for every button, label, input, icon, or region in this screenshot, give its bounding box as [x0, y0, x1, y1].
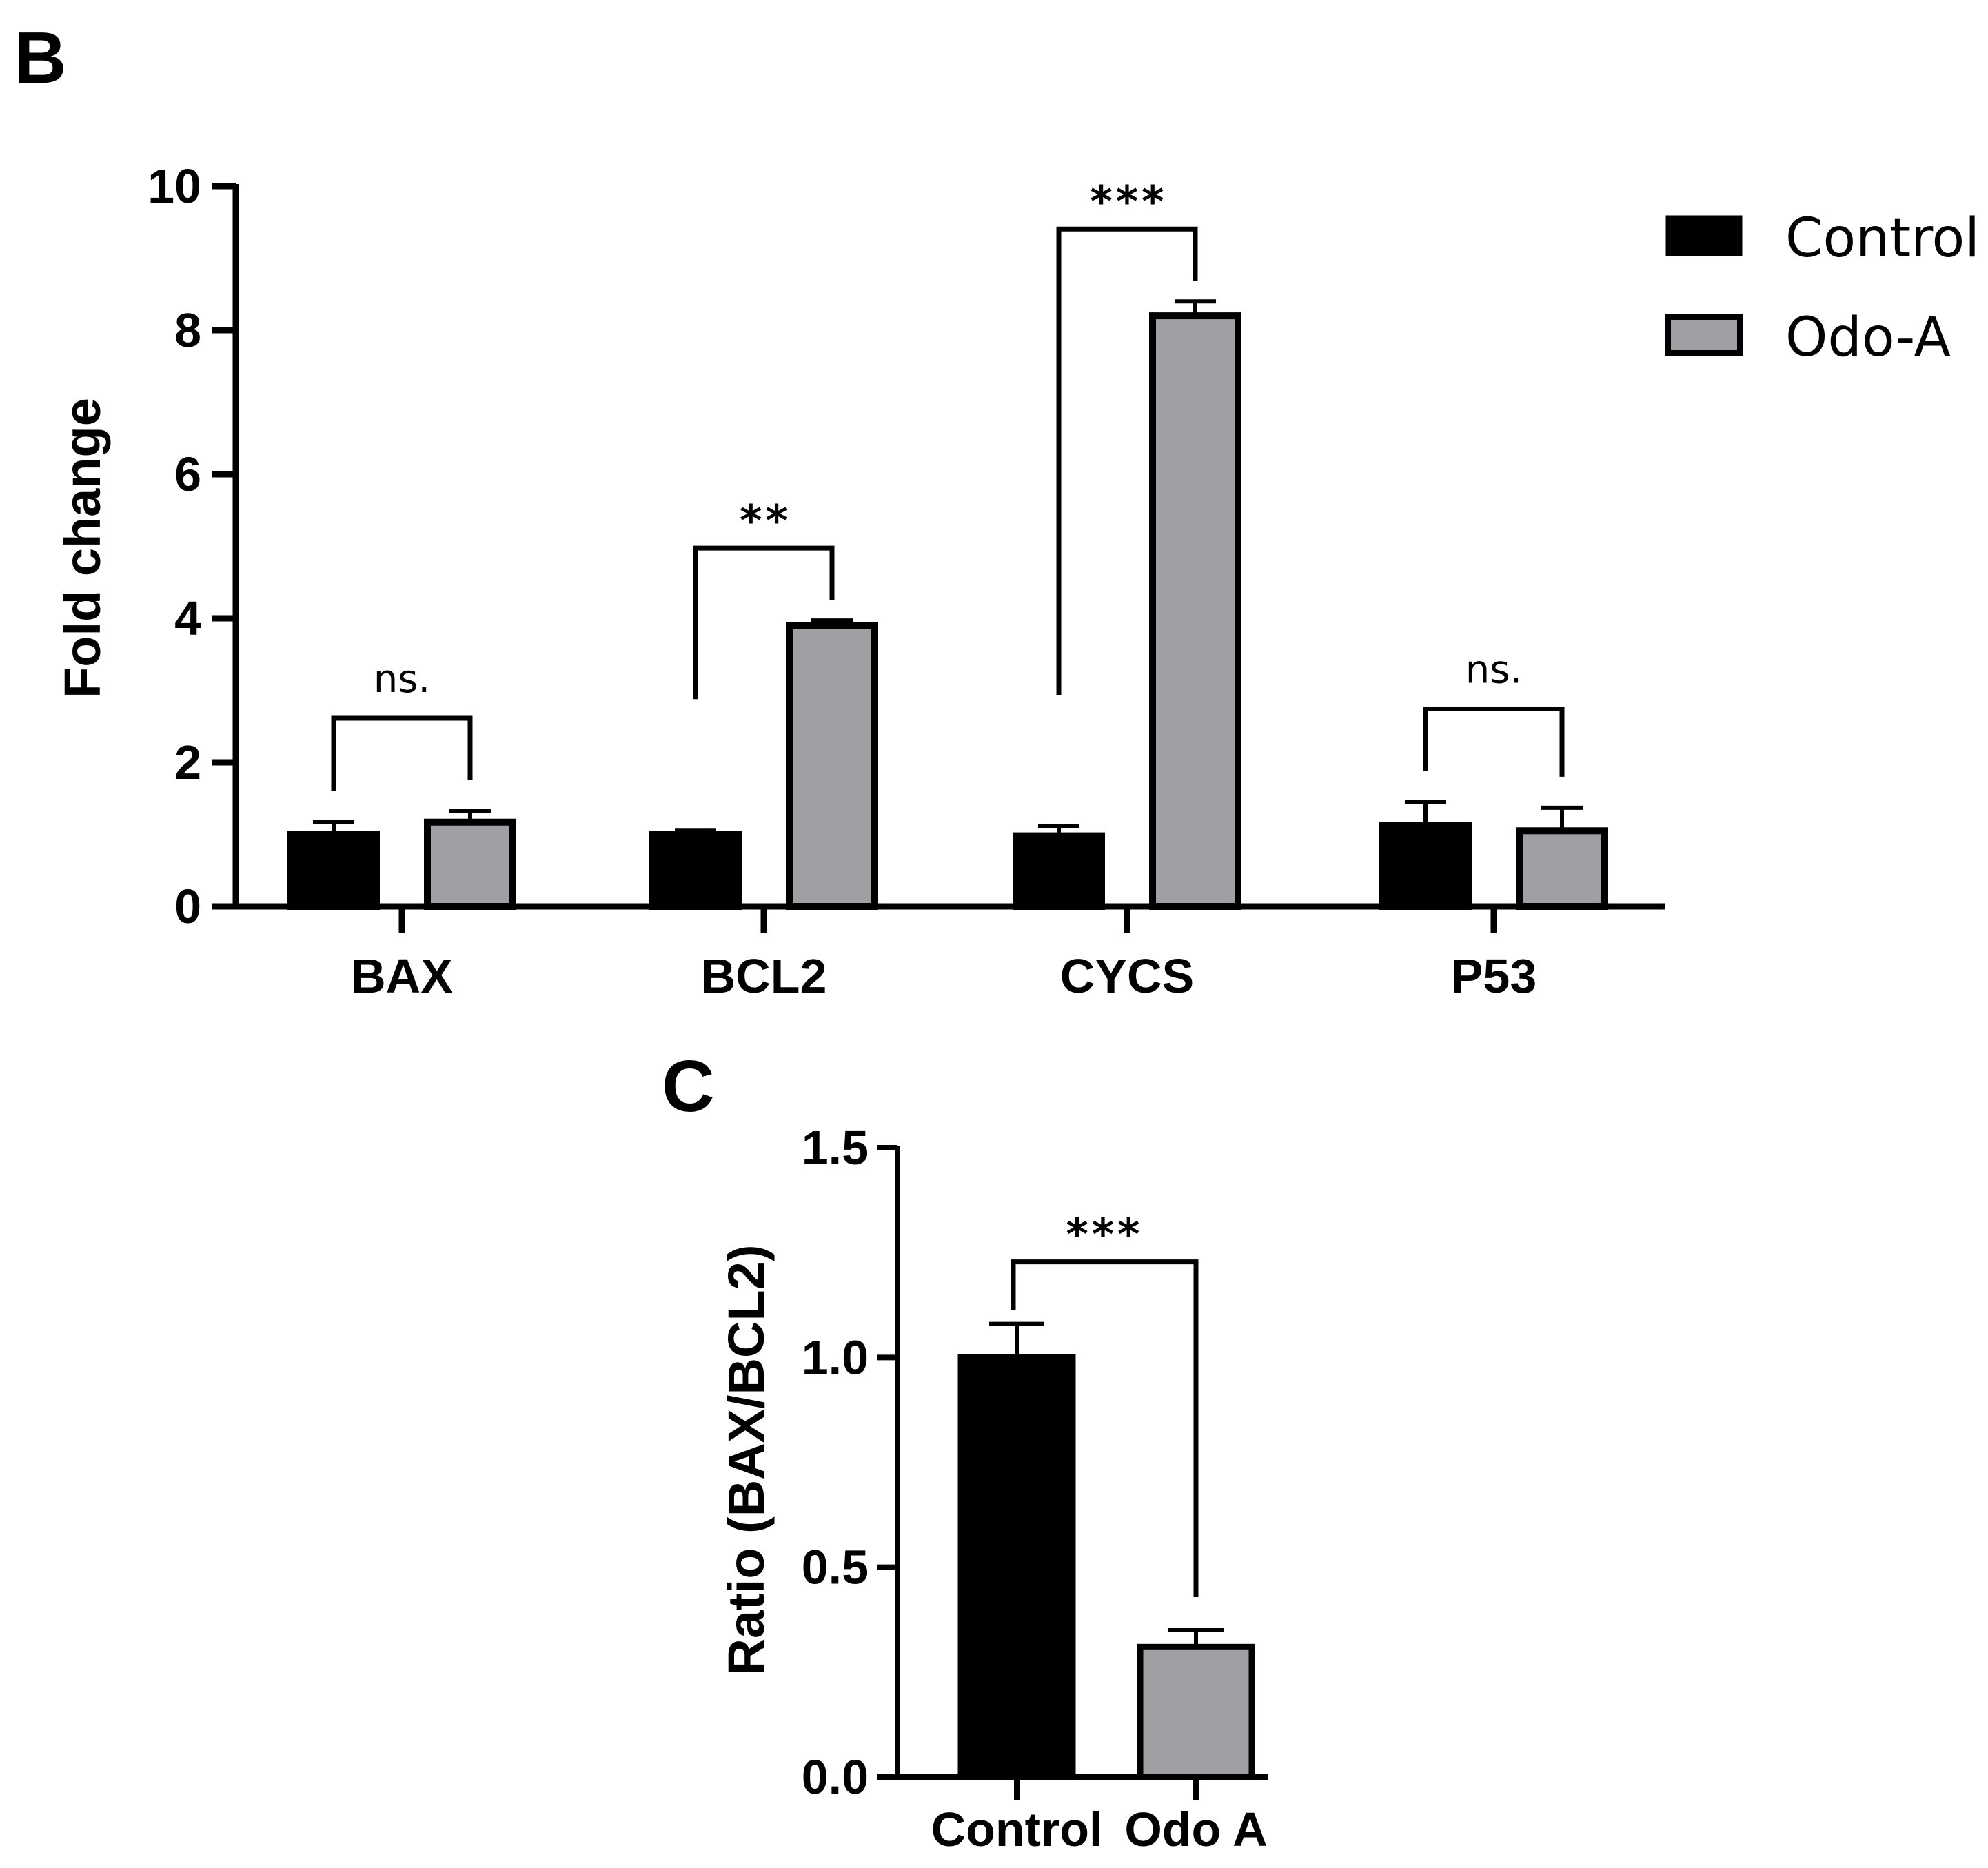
panel-b-plot: 0 2 4 6 8 10 BAX ns. BCL2 ** CYCS *** P53 ns.	[148, 159, 1665, 1003]
panel-letter-c: C	[662, 1046, 715, 1127]
panel-b-category-label: P53	[1451, 949, 1537, 1003]
panel-c-category-label: Control	[931, 1803, 1103, 1856]
panel-b-y-axis-title: Fold change	[54, 398, 111, 698]
panel-letter-b: B	[14, 17, 67, 99]
panel-b-significance-bracket	[693, 545, 835, 700]
panel-b-bar	[786, 622, 878, 910]
legend-label-control[interactable]: Control	[1785, 207, 1980, 270]
panel-b-bar	[1379, 822, 1472, 910]
panel-c-y-tick-label: 1.5	[802, 1121, 869, 1175]
panel-c-significance-bracket	[1011, 1259, 1199, 1597]
panel-b-significance-label: ns.	[374, 657, 430, 702]
panel-c-y-tick-label: 0.0	[802, 1750, 869, 1804]
panel-b-category-label: BAX	[351, 949, 453, 1003]
panel-b-bar	[1013, 832, 1105, 910]
legend-swatch-odo-a	[1665, 314, 1743, 356]
panel-c-y-tick-label: 0.5	[802, 1541, 869, 1594]
panel-c-plot: 0.0 0.5 1.0 1.5 Control Odo A ***	[802, 1121, 1268, 1856]
panel-c-y-tick-label: 1.0	[802, 1330, 869, 1384]
panel-c-y-axis-title: Ratio (BAX/BCL2)	[718, 1245, 775, 1676]
panel-c-category-label: Odo A	[1124, 1803, 1267, 1856]
panel-b-bar	[424, 818, 516, 910]
panel-b-significance-bracket	[331, 715, 473, 791]
panel-b-y-tick-label: 0	[174, 880, 201, 933]
legend-label-odo-a[interactable]: Odo-A	[1785, 307, 1951, 369]
panel-b-bar	[649, 831, 742, 910]
panel-b-category-label: CYCS	[1060, 949, 1194, 1003]
panel-b-y-tick-label: 4	[174, 591, 201, 645]
panel-b-y-tick-label: 10	[148, 159, 201, 213]
panel-c-significance-label: ***	[1064, 1210, 1142, 1260]
panel-b-y-tick-label: 6	[174, 447, 201, 501]
panel-b-significance-bracket	[1056, 226, 1198, 695]
panel-b-bar	[1516, 827, 1608, 911]
panel-b-y-tick-label: 2	[174, 735, 201, 789]
panel-b-y-tick-label: 8	[174, 303, 201, 357]
panel-b-category-label: BCL2	[701, 949, 827, 1003]
panel-b-bar	[1149, 312, 1241, 911]
panel-c-bar	[957, 1354, 1076, 1780]
panel-c-bar	[1137, 1643, 1255, 1780]
panel-b-significance-bracket	[1423, 706, 1565, 777]
panel-b-bar	[287, 831, 380, 910]
panel-b-significance-label: ***	[1088, 176, 1166, 227]
legend-swatch-control	[1665, 215, 1743, 256]
panel-b-significance-label: **	[738, 496, 790, 546]
panel-b-significance-label: ns.	[1465, 647, 1522, 692]
